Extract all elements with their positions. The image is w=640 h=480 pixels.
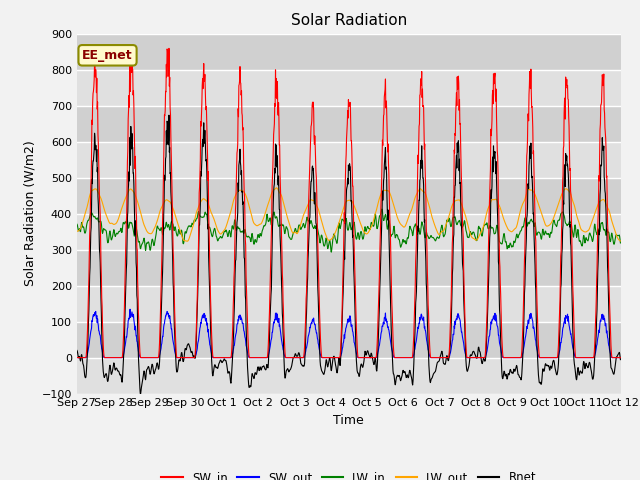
SW_out bbox=[552, 355, 560, 360]
Line: Rnet: Rnet bbox=[77, 115, 620, 394]
SW_out bbox=[616, 355, 624, 360]
Rnet bbox=[255, 368, 263, 373]
Legend: SW_in, SW_out, LW_in, LW_out, Rnet: SW_in, SW_out, LW_in, LW_out, Rnet bbox=[157, 466, 541, 480]
LW_out bbox=[553, 207, 561, 213]
Bar bbox=[77, 214, 621, 250]
SW_in bbox=[552, 355, 560, 360]
LW_in bbox=[194, 212, 202, 218]
SW_in bbox=[433, 355, 441, 360]
LW_in bbox=[505, 244, 513, 250]
Rnet bbox=[553, 372, 561, 378]
LW_in bbox=[553, 224, 561, 229]
SW_in bbox=[165, 46, 173, 51]
Rnet bbox=[165, 112, 173, 118]
LW_out bbox=[73, 228, 81, 234]
SW_out bbox=[194, 339, 202, 345]
SW_in bbox=[255, 355, 263, 360]
LW_in bbox=[255, 232, 262, 238]
LW_in bbox=[328, 249, 335, 255]
Bar bbox=[77, 142, 621, 178]
LW_in bbox=[378, 206, 386, 212]
LW_out bbox=[273, 185, 280, 191]
LW_in bbox=[180, 234, 188, 240]
LW_in bbox=[616, 240, 624, 246]
SW_out bbox=[126, 306, 134, 312]
LW_out bbox=[194, 205, 202, 211]
SW_in bbox=[73, 355, 81, 360]
Bar bbox=[77, 178, 621, 214]
Line: SW_in: SW_in bbox=[77, 48, 620, 358]
Line: SW_out: SW_out bbox=[77, 309, 620, 358]
SW_in bbox=[616, 355, 624, 360]
Rnet bbox=[505, 372, 513, 377]
Bar bbox=[77, 106, 621, 142]
Line: LW_out: LW_out bbox=[77, 188, 620, 241]
Bar bbox=[77, 250, 621, 286]
Rnet bbox=[195, 265, 202, 271]
Text: EE_met: EE_met bbox=[82, 49, 133, 62]
LW_out bbox=[505, 227, 513, 233]
Bar bbox=[77, 358, 621, 394]
SW_out bbox=[433, 355, 441, 360]
SW_out bbox=[255, 355, 263, 360]
Bar bbox=[77, 322, 621, 358]
Bar bbox=[77, 286, 621, 322]
SW_in bbox=[181, 355, 189, 360]
Y-axis label: Solar Radiation (W/m2): Solar Radiation (W/m2) bbox=[23, 141, 36, 287]
SW_out bbox=[181, 355, 189, 360]
LW_in bbox=[73, 221, 81, 227]
Rnet bbox=[434, 359, 442, 365]
Rnet bbox=[137, 391, 145, 396]
Rnet bbox=[616, 357, 624, 362]
LW_in bbox=[434, 234, 442, 240]
Title: Solar Radiation: Solar Radiation bbox=[291, 13, 407, 28]
LW_out bbox=[434, 229, 442, 235]
LW_out bbox=[180, 238, 188, 243]
SW_out bbox=[504, 355, 512, 360]
X-axis label: Time: Time bbox=[333, 414, 364, 427]
LW_out bbox=[616, 238, 624, 244]
LW_out bbox=[183, 239, 191, 244]
SW_out bbox=[73, 355, 81, 360]
Rnet bbox=[181, 346, 189, 351]
SW_in bbox=[504, 355, 512, 360]
LW_out bbox=[255, 222, 263, 228]
Bar bbox=[77, 34, 621, 70]
Rnet bbox=[73, 348, 81, 353]
Line: LW_in: LW_in bbox=[77, 209, 620, 252]
Bar bbox=[77, 70, 621, 106]
SW_in bbox=[194, 256, 202, 262]
